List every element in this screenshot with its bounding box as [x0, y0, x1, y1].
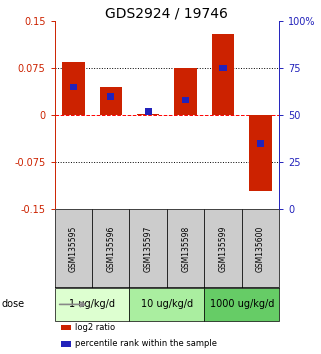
Bar	[55, 209, 92, 288]
Bar	[100, 87, 122, 115]
Text: GSM135598: GSM135598	[181, 225, 190, 272]
Bar	[61, 341, 72, 347]
Bar	[182, 97, 189, 103]
Text: log2 ratio: log2 ratio	[75, 323, 115, 332]
Text: percentile rank within the sample: percentile rank within the sample	[75, 339, 217, 348]
Text: 10 ug/kg/d: 10 ug/kg/d	[141, 299, 193, 309]
Bar	[204, 288, 279, 321]
Bar	[129, 209, 167, 288]
Bar	[107, 93, 114, 99]
Bar	[212, 34, 234, 115]
Text: 1000 ug/kg/d: 1000 ug/kg/d	[210, 299, 274, 309]
Text: GSM135596: GSM135596	[106, 225, 115, 272]
Bar	[167, 209, 204, 288]
Text: GSM135599: GSM135599	[219, 225, 228, 272]
Text: GSM135597: GSM135597	[144, 225, 153, 272]
Bar	[92, 209, 129, 288]
Bar	[204, 209, 242, 288]
Bar	[144, 108, 152, 115]
Text: GSM135600: GSM135600	[256, 225, 265, 272]
Text: dose: dose	[2, 299, 25, 309]
Text: GSM135595: GSM135595	[69, 225, 78, 272]
Bar	[257, 141, 264, 147]
Bar	[242, 209, 279, 288]
Bar	[61, 325, 72, 330]
Title: GDS2924 / 19746: GDS2924 / 19746	[106, 6, 228, 20]
Bar	[174, 68, 197, 115]
Text: 1 ug/kg/d: 1 ug/kg/d	[69, 299, 115, 309]
Bar	[70, 84, 77, 90]
Bar	[55, 288, 129, 321]
Bar	[129, 288, 204, 321]
Bar	[249, 115, 272, 190]
Bar	[220, 65, 227, 72]
Bar	[62, 62, 84, 115]
Bar	[137, 114, 160, 115]
